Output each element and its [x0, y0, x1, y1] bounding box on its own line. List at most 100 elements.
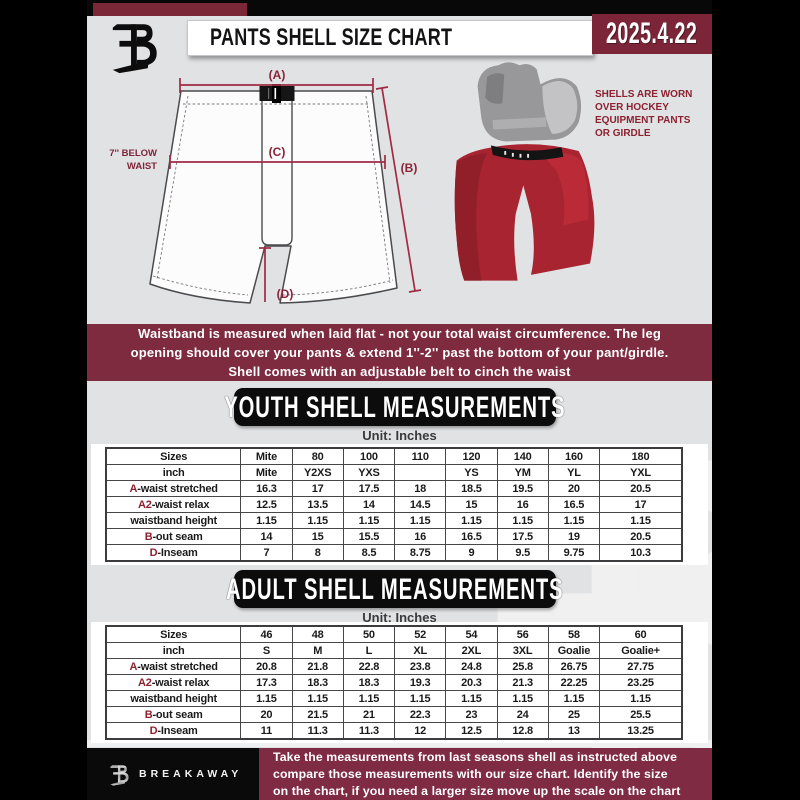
cell-value: 12.5: [240, 496, 293, 513]
cell-value: 12.8: [496, 722, 549, 740]
table-row: Sizes 46 48 50 52 54 56 58 60: [105, 625, 683, 643]
table-row: inch S M L XL 2XL 3XL Goalie Goalie+: [105, 642, 683, 659]
cell-value: YM: [496, 464, 549, 481]
table-row: A2-waist relax 12.5 13.5 14 14.5 15 16 16.5 17: [105, 496, 683, 513]
cell-value: 8.75: [394, 544, 447, 562]
cell-value: 3XL: [496, 642, 549, 659]
cell-value: 1.15: [394, 690, 447, 707]
row-label: D-Inseam: [105, 544, 242, 562]
header-accent-bar: [93, 3, 247, 16]
cell-value: 1.15: [496, 690, 549, 707]
table-row: A-waist stretched 16.3 17 17.5 18 18.5 19.5 20 2…: [105, 480, 683, 497]
date-badge: 2025.4.22: [592, 14, 712, 54]
fly-panel: [261, 91, 293, 246]
cell-value: 20.5: [599, 528, 683, 545]
side-note: SHELLS ARE WORN OVER HOCKEY EQUIPMENT PA…: [595, 88, 712, 140]
side-note-line: SHELLS ARE WORN: [595, 89, 693, 100]
cell-value: 24: [496, 706, 549, 723]
row-label: B-out seam: [105, 528, 242, 545]
cell-value: 14: [342, 496, 396, 513]
cell-value: 16.5: [445, 528, 498, 545]
cell-value: 52: [394, 625, 447, 643]
cell-value: 24.8: [445, 658, 498, 675]
cell-value: 8.5: [342, 544, 396, 562]
adult-size-table: Sizes 46 48 50 52 54 56 58 60 inch S M L XL 2XL 3XL Goal…: [105, 625, 683, 740]
cell-value: 16.5: [547, 496, 601, 513]
row-label: Sizes: [105, 447, 242, 465]
label-c: (C): [269, 145, 286, 159]
side-note-line: EQUIPMENT PANTS: [595, 115, 691, 126]
cell-value: 1.15: [496, 512, 549, 529]
shell-measurement-diagram: (A) (B) (C) (D) 7'' BELOW WAIST: [109, 68, 422, 304]
table-row: B-out seam 14 15 15.5 16 16.5 17.5 19 20.5: [105, 528, 683, 545]
row-label: waistband height: [105, 512, 242, 529]
belt-buckle: [272, 84, 281, 103]
table-row: inch Mite Y2XS YXS YS YM YL YXL: [105, 464, 683, 481]
row-label: A2-waist relax: [105, 496, 242, 513]
page-content: PANTS SHELL SIZE CHART 2025.4.22: [87, 0, 712, 800]
row-label: A2-waist relax: [105, 674, 242, 691]
youth-unit-label: Unit: Inches: [362, 428, 437, 443]
cell-value: YXS: [342, 464, 396, 481]
cell-value: S: [240, 642, 293, 659]
footer-brand-block: BREAKAWAY: [87, 748, 259, 800]
cell-value: 17: [291, 480, 344, 497]
cell-value: 1.15: [291, 690, 344, 707]
cell-value: 110: [394, 447, 447, 465]
belt-notch: [268, 88, 270, 99]
table-row: waistband height 1.15 1.15 1.15 1.15 1.15 1.15…: [105, 690, 683, 707]
cell-value: 16.3: [240, 480, 293, 497]
cell-value: 20.3: [445, 674, 498, 691]
cell-value: XL: [394, 642, 447, 659]
cell-value: 17.5: [342, 480, 396, 497]
cell-value: 23: [445, 706, 498, 723]
cell-value: 54: [445, 625, 498, 643]
youth-size-table: Sizes Mite 80 100 110 120 140 160 180 inch Mite Y2X…: [105, 447, 683, 562]
cell-value: 120: [445, 447, 498, 465]
footer-logo-icon: [110, 765, 129, 786]
footer-line: Take the measurements from last seasons …: [273, 749, 678, 764]
cell-value: 12.5: [445, 722, 498, 740]
cell-value: 25.5: [599, 706, 683, 723]
cell-value: 60: [599, 625, 683, 643]
cell-value: 22.3: [394, 706, 447, 723]
side-note-line: OVER HOCKEY: [595, 102, 669, 113]
cell-value: 22.25: [547, 674, 601, 691]
cell-value: 14: [240, 528, 293, 545]
page-title: PANTS SHELL SIZE CHART: [210, 24, 453, 51]
adult-table-box: Sizes 46 48 50 52 54 56 58 60 inch S M L XL 2XL 3XL Goal…: [91, 622, 708, 743]
footer-instructions: Take the measurements from last seasons …: [259, 748, 712, 800]
footer-line: on the chart, if you need a larger size …: [273, 783, 681, 798]
date-text: 2025.4.22: [606, 16, 698, 51]
row-label: B-out seam: [105, 706, 242, 723]
cell-value: 12: [394, 722, 447, 740]
girdle-pad: [542, 80, 578, 134]
table-row: D-Inseam 11 11.3 11.3 12 12.5 12.8 13 13.25: [105, 722, 683, 740]
row-label: A-waist stretched: [105, 480, 242, 497]
label-b: (B): [401, 161, 418, 175]
cell-value: Mite: [240, 447, 293, 465]
cell-value: 13.25: [599, 722, 683, 740]
cell-value: 80: [291, 447, 344, 465]
row-label: Sizes: [105, 625, 242, 643]
adult-banner-text: ADULT SHELL MEASUREMENTS: [226, 571, 564, 605]
cell-value: 11.3: [291, 722, 344, 740]
youth-section-banner: YOUTH SHELL MEASUREMENTS: [224, 388, 565, 426]
cell-value: 10.3: [599, 544, 683, 562]
notice-line: opening should cover your pants & extend…: [130, 345, 669, 360]
label-a: (A): [269, 68, 286, 82]
cell-value: 9: [445, 544, 498, 562]
adult-unit-label: Unit: Inches: [362, 610, 437, 625]
cell-value: 19.3: [394, 674, 447, 691]
cell-value: 56: [496, 625, 549, 643]
notice-line: Shell comes with an adjustable belt to c…: [228, 364, 571, 379]
label-d: (D): [277, 287, 294, 301]
measurement-lines: [169, 78, 422, 302]
cell-value: 16: [496, 496, 549, 513]
cell-value: 1.15: [599, 690, 683, 707]
cell-value: Mite: [240, 464, 293, 481]
table-row: A2-waist relax 17.3 18.3 18.3 19.3 20.3 21.3 22…: [105, 674, 683, 691]
row-label: waistband height: [105, 690, 242, 707]
cell-value: 9.5: [496, 544, 549, 562]
